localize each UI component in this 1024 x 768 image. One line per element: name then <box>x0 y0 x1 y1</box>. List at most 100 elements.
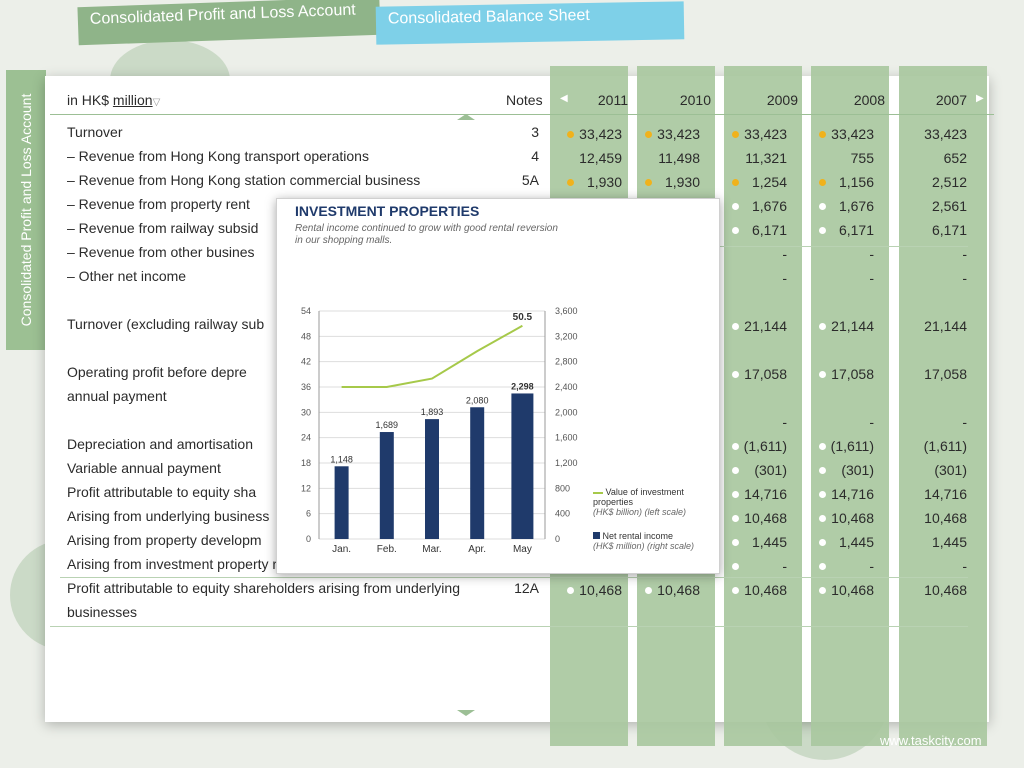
right-tick-label: 2,400 <box>555 382 578 392</box>
row-value: 10,468 <box>744 510 787 526</box>
row-value: 11,321 <box>745 150 787 166</box>
row-value: 33,423 <box>579 126 622 142</box>
indicator-dot-icon[interactable] <box>567 131 574 138</box>
indicator-dot-icon[interactable] <box>819 131 826 138</box>
table-row: – Revenue from Hong Kong transport opera… <box>67 148 984 170</box>
scroll-down-icon[interactable] <box>457 710 475 716</box>
row-value: 17,058 <box>831 366 874 382</box>
popup-title: INVESTMENT PROPERTIES <box>295 203 480 219</box>
table-row: Turnover (excluding railway sub 21,144 21,… <box>67 316 984 338</box>
indicator-dot-icon[interactable] <box>819 371 826 378</box>
row-label: – Revenue from Hong Kong station commerc… <box>67 172 421 188</box>
bar-label: 1,148 <box>330 454 353 464</box>
unit-selector[interactable]: in HK$ million▽ <box>67 92 161 108</box>
left-tick-label: 36 <box>301 382 311 392</box>
bar <box>425 419 439 539</box>
legend-line: Value of investment properties (HK$ bill… <box>593 487 687 517</box>
bar <box>334 466 349 539</box>
indicator-dot-icon[interactable] <box>819 323 826 330</box>
indicator-dot-icon[interactable] <box>819 515 826 522</box>
indicator-dot-icon[interactable] <box>819 587 826 594</box>
bar-label: 2,298 <box>511 381 534 391</box>
indicator-dot-icon[interactable] <box>732 467 739 474</box>
row-value: - <box>869 414 874 430</box>
row-value: 21,144 <box>924 318 967 334</box>
row-label: Depreciation and amortisation <box>67 436 253 452</box>
indicator-dot-icon[interactable] <box>645 587 652 594</box>
row-value: (301) <box>841 462 874 478</box>
row-value: 1,445 <box>931 534 967 550</box>
row-value: - <box>962 558 967 574</box>
row-value: - <box>962 246 967 262</box>
row-value: 14,716 <box>744 486 787 502</box>
row-label: Turnover (excluding railway sub <box>67 316 265 332</box>
row-value: 10,468 <box>657 582 700 598</box>
indicator-dot-icon[interactable] <box>732 179 739 186</box>
indicator-dot-icon[interactable] <box>645 131 652 138</box>
row-label: Operating profit before depre <box>67 364 247 380</box>
right-tick-label: 3,600 <box>555 306 578 316</box>
indicator-dot-icon[interactable] <box>732 443 739 450</box>
row-value: 1,676 <box>751 198 787 214</box>
row-value: 1,254 <box>751 174 787 190</box>
table-row: – Revenue from other busines - - - <box>67 244 984 266</box>
indicator-dot-icon[interactable] <box>732 227 739 234</box>
indicator-dot-icon[interactable] <box>819 563 826 570</box>
tab-profit-loss[interactable]: Consolidated Profit and Loss Account <box>77 0 381 46</box>
legend-line-swatch <box>593 491 603 494</box>
row-value: (301) <box>934 462 967 478</box>
row-label: – Revenue from other busines <box>67 244 255 260</box>
indicator-dot-icon[interactable] <box>732 371 739 378</box>
row-value: 17,058 <box>744 366 787 382</box>
row-value: 2,561 <box>931 198 967 214</box>
row-label: Turnover <box>67 124 123 140</box>
side-tab-profit-loss[interactable]: Consolidated Profit and Loss Account <box>6 70 46 350</box>
notes-header: Notes <box>506 92 543 108</box>
row-value: (1,611) <box>830 438 874 454</box>
row-note[interactable]: 4 <box>531 148 539 164</box>
category-label: Jan. <box>332 544 351 555</box>
tab-balance-sheet[interactable]: Consolidated Balance Sheet <box>375 1 685 45</box>
divider <box>720 246 968 247</box>
left-tick-label: 0 <box>306 534 311 544</box>
bar <box>511 393 534 539</box>
investment-properties-popup[interactable]: INVESTMENT PROPERTIES Rental income cont… <box>276 198 720 574</box>
line-series <box>341 324 523 388</box>
category-label: Apr. <box>468 544 486 555</box>
indicator-dot-icon[interactable] <box>645 179 652 186</box>
legend-bar-swatch <box>593 532 600 539</box>
indicator-dot-icon[interactable] <box>732 323 739 330</box>
indicator-dot-icon[interactable] <box>732 203 739 210</box>
indicator-dot-icon[interactable] <box>567 587 574 594</box>
indicator-dot-icon[interactable] <box>732 539 739 546</box>
indicator-dot-icon[interactable] <box>819 179 826 186</box>
row-note[interactable]: 12A <box>514 580 539 596</box>
indicator-dot-icon[interactable] <box>732 131 739 138</box>
indicator-dot-icon[interactable] <box>819 443 826 450</box>
indicator-dot-icon[interactable] <box>732 563 739 570</box>
row-note[interactable]: 3 <box>531 124 539 140</box>
indicator-dot-icon[interactable] <box>819 491 826 498</box>
indicator-dot-icon[interactable] <box>819 227 826 234</box>
row-value: 11,498 <box>658 150 700 166</box>
indicator-dot-icon[interactable] <box>819 467 826 474</box>
indicator-dot-icon[interactable] <box>819 539 826 546</box>
line-end-label: 50.5 <box>513 312 533 323</box>
row-note[interactable]: 5A <box>521 172 539 188</box>
indicator-dot-icon[interactable] <box>732 491 739 498</box>
bar-label: 1,689 <box>376 420 399 430</box>
scroll-up-icon[interactable] <box>457 114 475 120</box>
row-value: (1,611) <box>923 438 967 454</box>
row-label: Arising from underlying business <box>67 508 270 524</box>
indicator-dot-icon[interactable] <box>567 179 574 186</box>
scroll-left-icon[interactable]: ◀ <box>560 93 568 104</box>
indicator-dot-icon[interactable] <box>819 203 826 210</box>
table-row: Arising from underlying business 10,468 10… <box>67 508 984 530</box>
scroll-right-icon[interactable]: ▶ <box>976 93 984 104</box>
row-label: – Revenue from property rent <box>67 196 250 212</box>
indicator-dot-icon[interactable] <box>732 515 739 522</box>
table-row: --- <box>67 412 984 434</box>
divider <box>60 577 968 578</box>
indicator-dot-icon[interactable] <box>732 587 739 594</box>
popup-subtitle: Rental income continued to grow with goo… <box>295 223 558 246</box>
